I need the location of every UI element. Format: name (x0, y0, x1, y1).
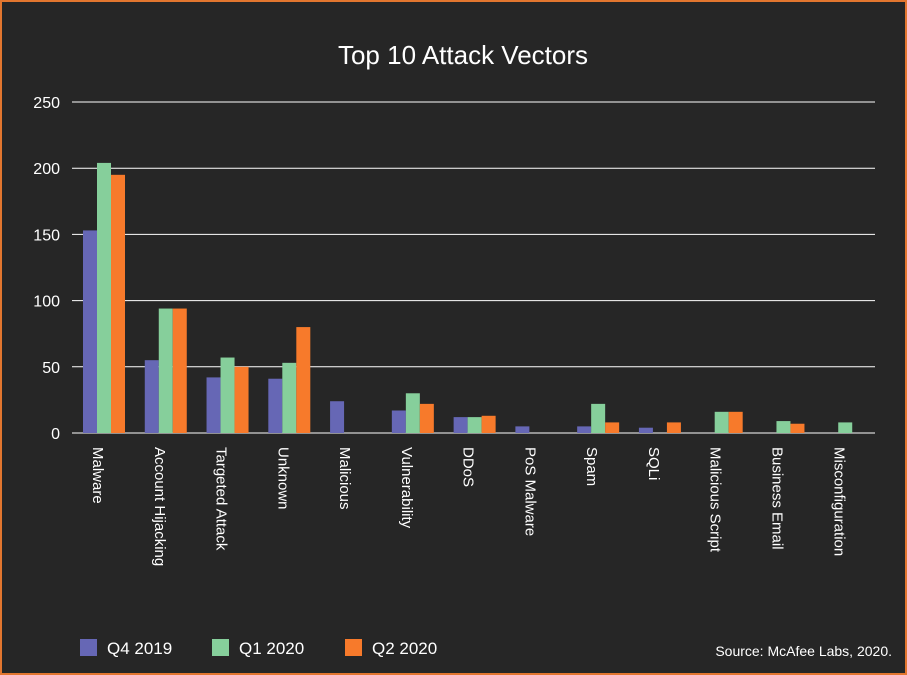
bar-q4-2019-account-hijacking (144, 360, 159, 433)
bar-q4-2019-malware (83, 230, 97, 433)
x-tick-label: Business Email (768, 447, 785, 550)
x-tick-label: Unknown (274, 447, 291, 510)
y-tick-label: 100 (33, 294, 60, 311)
bar-q4-2019-spam (577, 426, 592, 433)
bar-q4-2019-malicious (330, 401, 345, 433)
grid-lines (72, 101, 875, 434)
bar-q2-2020-spam (605, 422, 620, 433)
bar-q2-2020-business-email (790, 423, 805, 433)
bar-q2-2020-malware (111, 174, 125, 433)
bar-q1-2020-misconfiguration (838, 422, 853, 433)
x-tick-label: Malicious Script (707, 447, 724, 553)
x-tick-label: Misconfiguration (830, 447, 847, 556)
bar-q2-2020-ddos (481, 415, 496, 433)
bar-q4-2019-ddos (453, 417, 468, 433)
bar-q2-2020-malicious-script (728, 411, 743, 433)
bar-q1-2020-malicious-script (714, 411, 729, 433)
legend: Q4 2019 Q1 2020 Q2 2020 (80, 639, 437, 658)
legend-swatch (345, 639, 362, 656)
legend-label: Q2 2020 (372, 639, 437, 658)
bar-q2-2020-targeted-attack (234, 366, 249, 433)
bar-q1-2020-malware (97, 162, 111, 434)
x-tick-label: SQLi (645, 447, 662, 480)
y-axis-ticks: 0 50 100 150 200 250 (33, 95, 60, 443)
x-tick-label: Account Hijacking (151, 447, 168, 566)
bar-q1-2020-spam (591, 403, 606, 433)
y-tick-label: 150 (33, 227, 60, 244)
y-tick-label: 0 (51, 426, 60, 443)
bar-q1-2020-business-email (776, 421, 791, 433)
x-tick-label: Malicious (336, 447, 353, 510)
y-tick-label: 250 (33, 95, 60, 112)
x-axis-labels: Malware Account Hijacking Targeted Attack U… (89, 447, 847, 566)
bars (83, 162, 853, 434)
bar-q2-2020-sqli (666, 422, 681, 433)
x-tick-label: Targeted Attack (213, 447, 230, 551)
x-tick-label: PoS Malware (521, 447, 538, 536)
x-tick-label: Malware (89, 447, 106, 504)
bar-q4-2019-vulnerability (391, 410, 406, 433)
legend-label: Q4 2019 (107, 639, 172, 658)
bar-q2-2020-account-hijacking (172, 308, 187, 433)
x-tick-label: Spam (583, 447, 600, 486)
bar-q1-2020-unknown (282, 362, 297, 433)
legend-label: Q1 2020 (239, 639, 304, 658)
legend-swatch (212, 639, 229, 656)
x-tick-label: DDoS (460, 447, 477, 487)
x-tick-label: Vulnerability (398, 447, 415, 529)
bar-q4-2019-sqli (638, 427, 653, 433)
source-note: Source: McAfee Labs, 2020. (715, 643, 892, 659)
legend-swatch (80, 639, 97, 656)
y-tick-label: 200 (33, 161, 60, 178)
bar-q2-2020-unknown (296, 327, 311, 433)
bar-q2-2020-vulnerability (419, 403, 434, 433)
bar-q4-2019-targeted-attack (206, 377, 221, 433)
bar-q1-2020-targeted-attack (220, 357, 235, 433)
chart-title: Top 10 Attack Vectors (338, 40, 588, 70)
bar-q4-2019-pos-malware (515, 426, 530, 433)
bar-q1-2020-vulnerability (405, 393, 420, 433)
bar-q1-2020-ddos (467, 417, 482, 433)
bar-q1-2020-account-hijacking (158, 308, 173, 433)
bar-q4-2019-unknown (268, 378, 283, 433)
y-tick-label: 50 (42, 360, 60, 377)
